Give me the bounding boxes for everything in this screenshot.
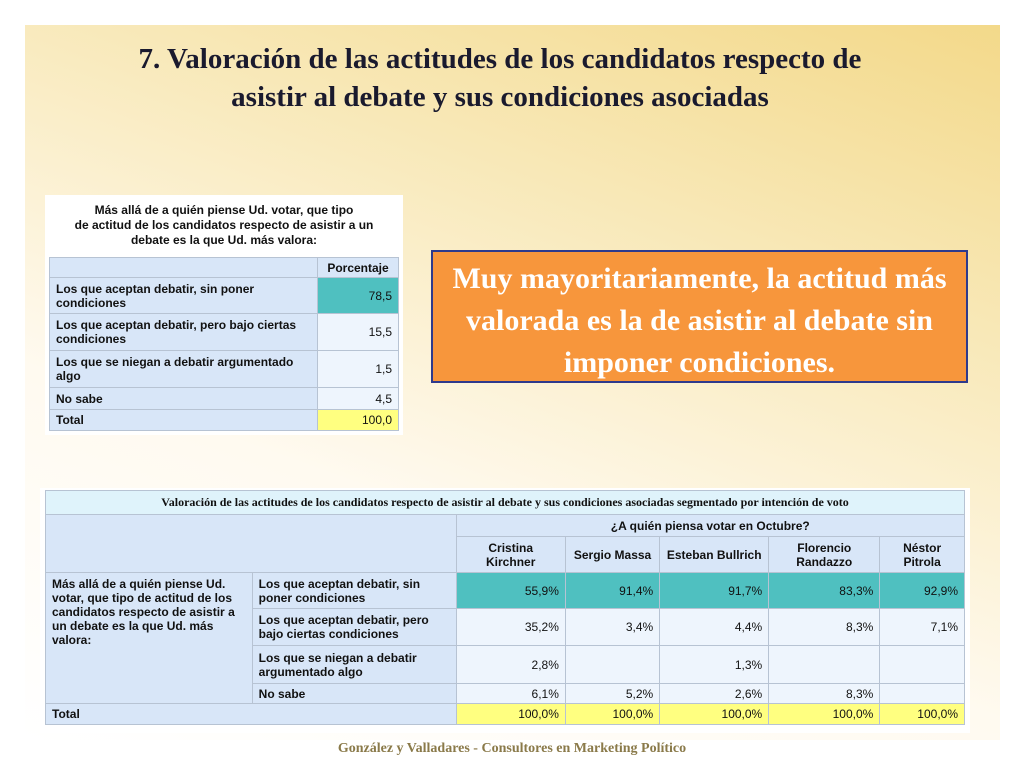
row-label: No sabe xyxy=(251,683,457,704)
cell-value: 55,9% xyxy=(455,572,566,609)
cell-value: 35,2% xyxy=(455,608,566,646)
title-line: 7. Valoración de las actitudes de los ca… xyxy=(138,43,862,75)
cell-value: 100,0 xyxy=(317,409,399,431)
cell-value: 100,0% xyxy=(455,703,566,725)
row-label: Los que se niegan a debatir argumentado … xyxy=(251,645,457,684)
cell-value: 1,5 xyxy=(317,350,399,388)
cell-value xyxy=(564,645,661,684)
title-line: asistir al debate y sus condiciones asoc… xyxy=(231,81,769,113)
cell-value: 15,5 xyxy=(317,313,399,351)
column-header: Cristina Kirchner xyxy=(455,536,566,573)
cell-value: 4,4% xyxy=(659,608,770,646)
table-title: Valoración de las actitudes de los candi… xyxy=(45,490,965,515)
cell-value: 91,4% xyxy=(564,572,661,609)
footer: González y Valladares - Consultores en M… xyxy=(337,741,687,756)
row-label: Total xyxy=(49,409,318,431)
column-header: Porcentaje xyxy=(317,257,399,278)
row-label: Total xyxy=(45,703,457,725)
title: 7. Valoración de las actitudes de los ca… xyxy=(0,40,1000,116)
row: Los que aceptan debatir, sin poner condi… xyxy=(49,277,399,314)
column-header: Florencio Randazzo xyxy=(768,536,881,573)
cell-value: 92,9% xyxy=(879,572,965,609)
group-row: ¿A quién piensa votar en Octubre? xyxy=(45,514,966,573)
group-header: ¿A quién piensa votar en Octubre? xyxy=(455,514,966,537)
row-label: Los que aceptan debatir, pero bajo ciert… xyxy=(49,313,318,351)
callout: Muy mayoritariamente, la actitud más val… xyxy=(431,250,968,383)
summary-panel: Más allá de a quién piense Ud. votar, qu… xyxy=(45,195,403,435)
row-label: Los que aceptan debatir, pero bajo ciert… xyxy=(251,608,457,646)
row-header: Más allá de a quién piense Ud. votar, qu… xyxy=(45,572,253,704)
corner-cell xyxy=(45,514,457,573)
row: Total 100,0 xyxy=(49,409,399,431)
cell-value: 100,0% xyxy=(564,703,661,725)
cell-value: 8,3% xyxy=(768,608,881,646)
cell-value: 1,3% xyxy=(659,645,770,684)
cell-value xyxy=(879,683,965,704)
row-label: Los que se niegan a debatir argumentado … xyxy=(49,350,318,388)
cell-value: 2,6% xyxy=(659,683,770,704)
caption-line: Más allá de a quién piense Ud. votar, qu… xyxy=(94,203,354,217)
row: Más allá de a quién piense Ud. votar, qu… xyxy=(45,572,965,704)
caption-line: de actitud de los candidatos respecto de… xyxy=(74,218,374,232)
title-row: Valoración de las actitudes de los candi… xyxy=(45,490,965,515)
cell-value: 100,0% xyxy=(768,703,881,725)
cell-value: 78,5 xyxy=(317,277,399,314)
cell-value xyxy=(879,645,965,684)
cell-value: 91,7% xyxy=(659,572,770,609)
column-header: Esteban Bullrich xyxy=(659,536,770,573)
row: No sabe 4,5 xyxy=(49,387,399,410)
cell-value: 7,1% xyxy=(879,608,965,646)
cell-value: 100,0% xyxy=(659,703,770,725)
cell-value: 100,0% xyxy=(879,703,965,725)
cell-value: 4,5 xyxy=(317,387,399,410)
corner-cell xyxy=(49,257,318,278)
row-label: Los que aceptan debatir, sin poner condi… xyxy=(49,277,318,314)
row: Los que aceptan debatir, pero bajo ciert… xyxy=(49,313,399,351)
cell-value: 83,3% xyxy=(768,572,881,609)
cell-value: 8,3% xyxy=(768,683,881,704)
row: Los que aceptan debatir, pero bajo ciert… xyxy=(46,608,965,646)
row: No sabe 6,1% 5,2% 2,6% 8,3% xyxy=(46,683,965,704)
row: Los que se niegan a debatir argumentado … xyxy=(49,350,399,388)
summary-caption: Más allá de a quién piense Ud. votar, qu… xyxy=(45,195,403,248)
row-label: Los que aceptan debatir, sin poner condi… xyxy=(251,572,457,609)
cell-value xyxy=(768,645,881,684)
cell-value: 2,8% xyxy=(455,645,566,684)
total-row: Total 100,0% 100,0% 100,0% 100,0% 100,0% xyxy=(45,703,965,725)
cell-value: 3,4% xyxy=(564,608,661,646)
segment-panel: Valoración de las actitudes de los candi… xyxy=(40,488,970,733)
column-header: Néstor Pitrola xyxy=(879,536,965,573)
caption-line: debate es la que Ud. más valora: xyxy=(130,233,318,247)
segment-table: Valoración de las actitudes de los candi… xyxy=(45,490,966,725)
header-row: Porcentaje xyxy=(49,257,399,278)
cell-value: 6,1% xyxy=(455,683,566,704)
column-header: Sergio Massa xyxy=(564,536,661,573)
column-row: Cristina Kirchner Sergio Massa Esteban Bul… xyxy=(46,536,965,573)
summary-table: Porcentaje Los que aceptan debatir, sin p… xyxy=(49,257,399,431)
cell-value: 5,2% xyxy=(564,683,661,704)
row-label: No sabe xyxy=(49,387,318,410)
